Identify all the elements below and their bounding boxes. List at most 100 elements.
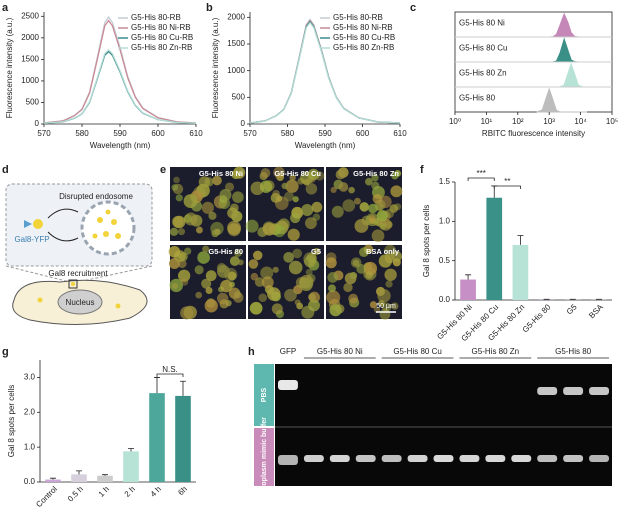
cell-texture [356, 264, 367, 274]
cell-texture [263, 180, 275, 192]
cell-texture [379, 223, 387, 230]
y-tick-label: 0.0 [439, 295, 451, 304]
cell-texture [284, 191, 295, 202]
micrograph-label: G5-His 80 [208, 247, 243, 256]
cell-texture [384, 268, 397, 281]
cell-texture [376, 210, 388, 222]
cell-texture [180, 278, 189, 286]
gel-band [589, 455, 609, 462]
cell-texture [311, 201, 323, 213]
cell-texture [297, 177, 305, 185]
zoom-lines [5, 265, 153, 283]
arrows [47, 208, 79, 242]
cell-texture [303, 252, 318, 266]
cell-texture [201, 201, 214, 214]
row-label: PBS [261, 387, 268, 402]
y-tick-label: 0.5 [439, 256, 451, 265]
cell-texture [371, 181, 380, 190]
cell-texture [372, 193, 383, 204]
y-tick-label: 2000 [21, 33, 39, 42]
cell-texture [249, 301, 263, 315]
row-label: G5-His 80 [459, 93, 496, 102]
gel-band [433, 455, 454, 462]
gel-band [381, 455, 402, 462]
cell-texture [212, 175, 222, 186]
cell-texture [198, 176, 211, 188]
cell-texture [301, 204, 314, 217]
error-bar [517, 235, 524, 245]
lane-label: G5-His 80 Ni [317, 347, 363, 356]
legend-label: G5-His 80-RB [333, 13, 383, 22]
y-tick-label: 1.0 [439, 216, 451, 225]
cell-texture [171, 282, 178, 289]
x-tick-label: 570 [243, 129, 257, 138]
row-tab [254, 364, 274, 426]
histogram [536, 37, 588, 63]
gel-band [407, 455, 428, 462]
gel-band [511, 455, 532, 462]
cell-texture [233, 248, 242, 257]
cell-texture [303, 179, 310, 186]
y-axis-label: Fluorescence intensity (a.u.) [211, 17, 220, 118]
micrograph-label: G5-His 80 Zn [353, 169, 399, 178]
cell-texture [313, 248, 321, 256]
cell-texture [229, 203, 239, 213]
cell-texture [385, 220, 393, 229]
x-tick-label: 0.5 h [66, 485, 85, 504]
gel-band [537, 387, 558, 395]
x-tick-label: G5-His 80 [521, 302, 553, 334]
cell-texture [180, 306, 194, 320]
legend-label: G5-His 80 Cu-RB [131, 33, 193, 42]
cell-texture [184, 247, 192, 255]
bar [71, 474, 87, 482]
lane-label: G5-His 80 [555, 347, 592, 356]
y-tick-label: 3.0 [24, 373, 36, 382]
lane-label: GFP [280, 347, 296, 356]
cell-texture [369, 301, 377, 309]
cell-texture [271, 303, 283, 315]
y-tick-label: 0 [241, 119, 246, 128]
legend-label: G5-His 80 Ni-RB [333, 23, 393, 32]
cell-texture [379, 308, 391, 320]
cell-texture [216, 265, 230, 278]
x-axis-label: Wavelength (nm) [295, 141, 356, 150]
y-tick-label: 500 [26, 98, 40, 107]
y-axis-label: Gal 8 spots per cells [7, 385, 16, 457]
panel-letter: c [410, 2, 416, 14]
x-tick-label: 600 [151, 129, 165, 138]
cell-texture [254, 277, 265, 287]
cell-texture [304, 217, 317, 230]
error-bar [154, 377, 160, 394]
x-tick-label: 610 [189, 129, 203, 138]
x-tick-label: 6h [176, 485, 189, 498]
cell-texture [281, 182, 288, 190]
y-tick-label: 1.0 [24, 442, 36, 451]
gel-band [329, 455, 350, 462]
histogram [536, 62, 588, 88]
cell-texture [169, 227, 179, 236]
x-tick-label: 10² [512, 117, 524, 126]
x-tick-label: 580 [281, 129, 295, 138]
y-tick-label: 2500 [21, 11, 39, 20]
cell-texture [272, 189, 280, 198]
cell-texture [237, 259, 244, 266]
cell-texture [348, 186, 355, 194]
gel-band [537, 455, 558, 462]
cell-texture [391, 250, 403, 262]
cell-texture [195, 226, 203, 234]
cell-texture [261, 276, 274, 289]
cell-texture [260, 266, 274, 280]
endosome [80, 200, 136, 256]
panel-letter: a [2, 2, 9, 14]
cell-texture [371, 174, 379, 182]
cell-texture [205, 287, 213, 295]
cell-texture [260, 168, 271, 178]
gel-band [278, 380, 298, 390]
gal8-icon [24, 220, 32, 228]
cell-texture [250, 272, 259, 281]
row-label: G5-His 80 Cu [459, 43, 507, 52]
cell-texture [273, 224, 286, 238]
panel-letter: b [206, 2, 213, 14]
histogram [536, 87, 588, 113]
error-bar [102, 474, 108, 476]
